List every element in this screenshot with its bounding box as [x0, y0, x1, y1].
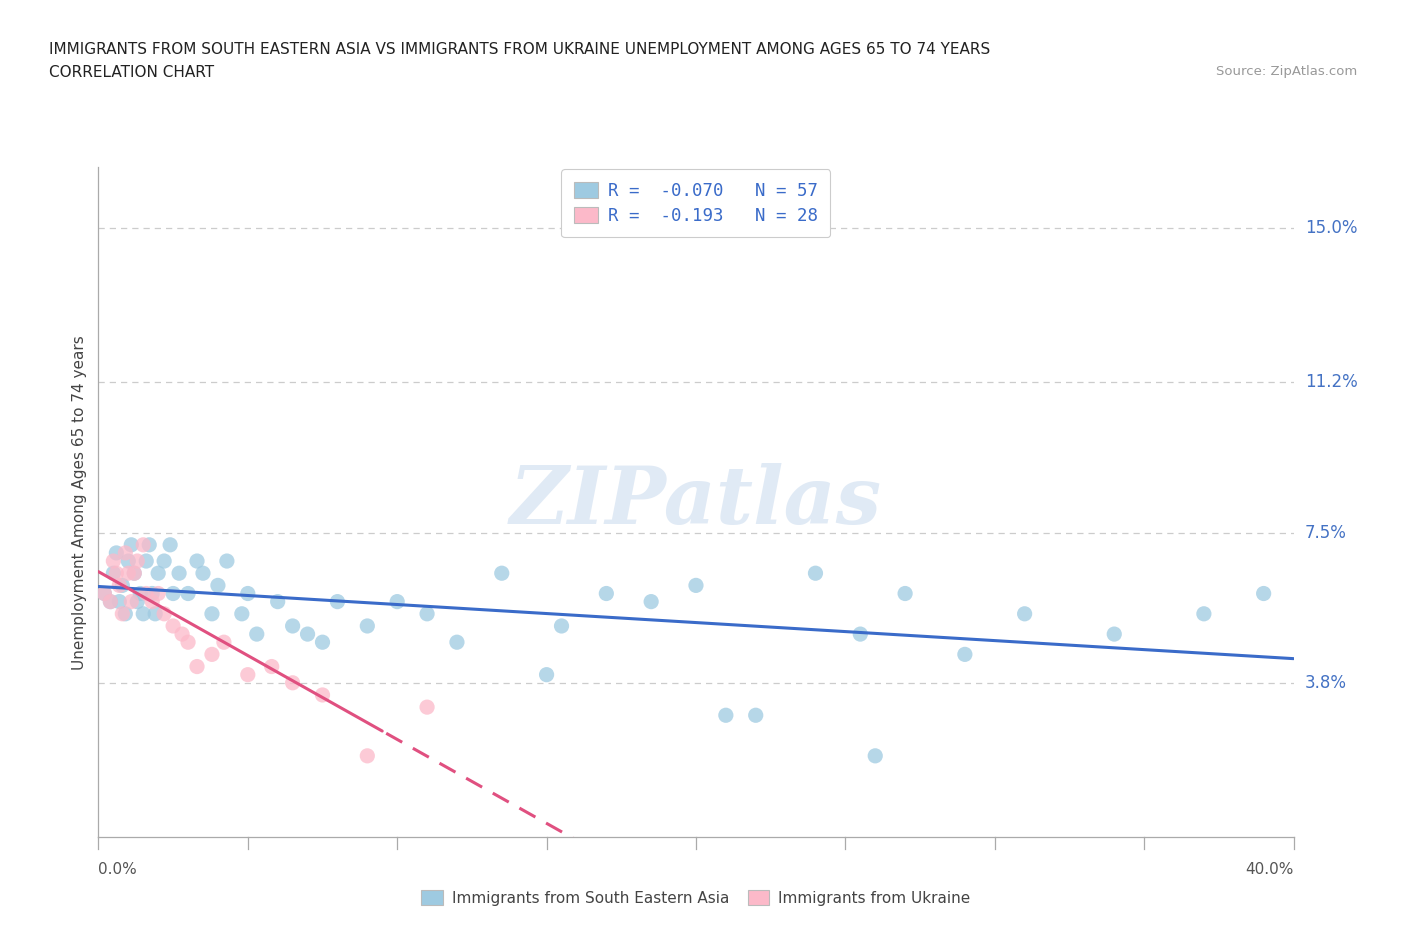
Point: [143, 606, 166, 621]
Point: [141, 586, 163, 601]
Point: [201, 606, 224, 621]
Point: [167, 565, 190, 580]
Point: [201, 647, 224, 662]
Point: [105, 546, 128, 561]
Point: [135, 586, 157, 601]
Text: CORRELATION CHART: CORRELATION CHART: [49, 65, 214, 80]
Point: [311, 635, 333, 650]
Point: [281, 618, 304, 633]
Text: Source: ZipAtlas.com: Source: ZipAtlas.com: [1216, 65, 1357, 78]
Point: [356, 749, 378, 764]
Text: 3.8%: 3.8%: [1305, 674, 1347, 692]
Point: [416, 699, 439, 714]
Point: [215, 553, 238, 568]
Point: [93, 586, 115, 601]
Point: [138, 538, 160, 552]
Point: [297, 627, 319, 642]
Point: [108, 594, 131, 609]
Point: [124, 565, 146, 580]
Point: [714, 708, 737, 723]
Point: [536, 667, 558, 682]
Point: [685, 578, 707, 592]
Point: [148, 586, 170, 601]
Point: [186, 553, 208, 568]
Point: [111, 606, 134, 621]
Point: [129, 586, 152, 601]
Point: [148, 565, 170, 580]
Point: [326, 594, 349, 609]
Point: [385, 594, 409, 609]
Point: [127, 553, 149, 568]
Point: [172, 627, 194, 642]
Point: [153, 553, 176, 568]
Point: [236, 667, 259, 682]
Point: [103, 553, 125, 568]
Point: [446, 635, 468, 650]
Point: [246, 627, 269, 642]
Point: [111, 578, 134, 592]
Point: [550, 618, 572, 633]
Point: [135, 553, 157, 568]
Point: [849, 627, 872, 642]
Point: [177, 586, 200, 601]
Point: [231, 606, 253, 621]
Point: [1253, 586, 1275, 601]
Point: [236, 586, 259, 601]
Point: [114, 606, 136, 621]
Point: [159, 538, 181, 552]
Legend: Immigrants from South Eastern Asia, Immigrants from Ukraine: Immigrants from South Eastern Asia, Immi…: [411, 880, 981, 916]
Point: [191, 565, 214, 580]
Point: [162, 586, 184, 601]
Point: [114, 546, 136, 561]
Point: [356, 618, 378, 633]
Point: [132, 538, 155, 552]
Point: [132, 606, 155, 621]
Point: [745, 708, 768, 723]
Point: [120, 594, 142, 609]
Point: [105, 565, 128, 580]
Y-axis label: Unemployment Among Ages 65 to 74 years: Unemployment Among Ages 65 to 74 years: [72, 335, 87, 670]
Point: [1014, 606, 1036, 621]
Point: [212, 635, 235, 650]
Point: [127, 594, 149, 609]
Point: [93, 586, 115, 601]
Point: [595, 586, 617, 601]
Point: [186, 659, 208, 674]
Point: [98, 594, 122, 609]
Point: [804, 565, 827, 580]
Point: [311, 687, 333, 702]
Point: [260, 659, 283, 674]
Point: [98, 594, 122, 609]
Point: [281, 675, 304, 690]
Point: [207, 578, 229, 592]
Point: [117, 553, 139, 568]
Text: ZIPatlas: ZIPatlas: [510, 463, 882, 541]
Point: [162, 618, 184, 633]
Point: [117, 565, 139, 580]
Point: [416, 606, 439, 621]
Text: 7.5%: 7.5%: [1305, 524, 1347, 541]
Point: [894, 586, 917, 601]
Point: [153, 606, 176, 621]
Point: [124, 565, 146, 580]
Text: 0.0%: 0.0%: [98, 862, 138, 877]
Text: 40.0%: 40.0%: [1246, 862, 1294, 877]
Point: [177, 635, 200, 650]
Text: IMMIGRANTS FROM SOUTH EASTERN ASIA VS IMMIGRANTS FROM UKRAINE UNEMPLOYMENT AMONG: IMMIGRANTS FROM SOUTH EASTERN ASIA VS IM…: [49, 42, 990, 57]
Point: [953, 647, 976, 662]
Point: [108, 578, 131, 592]
Text: 11.2%: 11.2%: [1305, 374, 1357, 392]
Point: [1104, 627, 1126, 642]
Point: [120, 538, 142, 552]
Point: [141, 594, 163, 609]
Point: [865, 749, 887, 764]
Text: 15.0%: 15.0%: [1305, 219, 1357, 237]
Point: [491, 565, 513, 580]
Point: [267, 594, 290, 609]
Point: [640, 594, 662, 609]
Point: [1192, 606, 1215, 621]
Point: [103, 565, 125, 580]
